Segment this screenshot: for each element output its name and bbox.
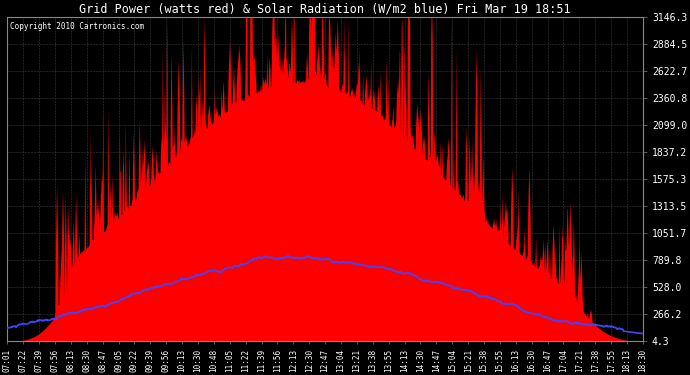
Title: Grid Power (watts red) & Solar Radiation (W/m2 blue) Fri Mar 19 18:51: Grid Power (watts red) & Solar Radiation… bbox=[79, 3, 571, 16]
Text: Copyright 2010 Cartronics.com: Copyright 2010 Cartronics.com bbox=[10, 22, 145, 31]
